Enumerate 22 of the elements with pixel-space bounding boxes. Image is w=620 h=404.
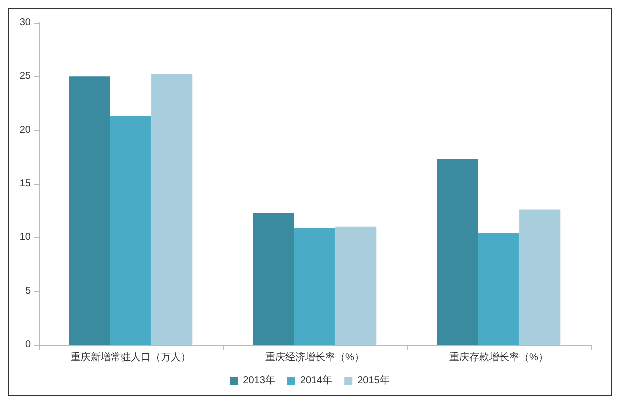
bar xyxy=(336,226,377,345)
x-tick-label: 重庆新增常驻人口（万人） xyxy=(71,352,191,364)
bar xyxy=(520,210,561,345)
legend-label: 2015年 xyxy=(358,374,390,386)
y-tick-label: 0 xyxy=(25,340,32,350)
y-tick-label: 30 xyxy=(20,18,32,28)
y-tick-label: 15 xyxy=(20,178,32,190)
legend-label: 2013年 xyxy=(243,374,276,386)
legend-label: 2014年 xyxy=(300,374,333,386)
bar xyxy=(110,116,152,345)
bar xyxy=(152,74,193,345)
x-tick-label: 重庆存款增长率（%） xyxy=(450,352,548,364)
bar xyxy=(69,76,110,345)
y-tick-label: 20 xyxy=(20,124,32,136)
y-tick-label: 25 xyxy=(20,71,32,82)
bar xyxy=(437,159,478,345)
bar xyxy=(478,233,520,345)
bar xyxy=(253,212,294,345)
y-tick-label: 5 xyxy=(25,286,32,297)
bar xyxy=(294,228,336,345)
x-tick-label: 重庆经济增长率（%） xyxy=(266,352,364,364)
y-tick-label: 10 xyxy=(20,232,32,244)
